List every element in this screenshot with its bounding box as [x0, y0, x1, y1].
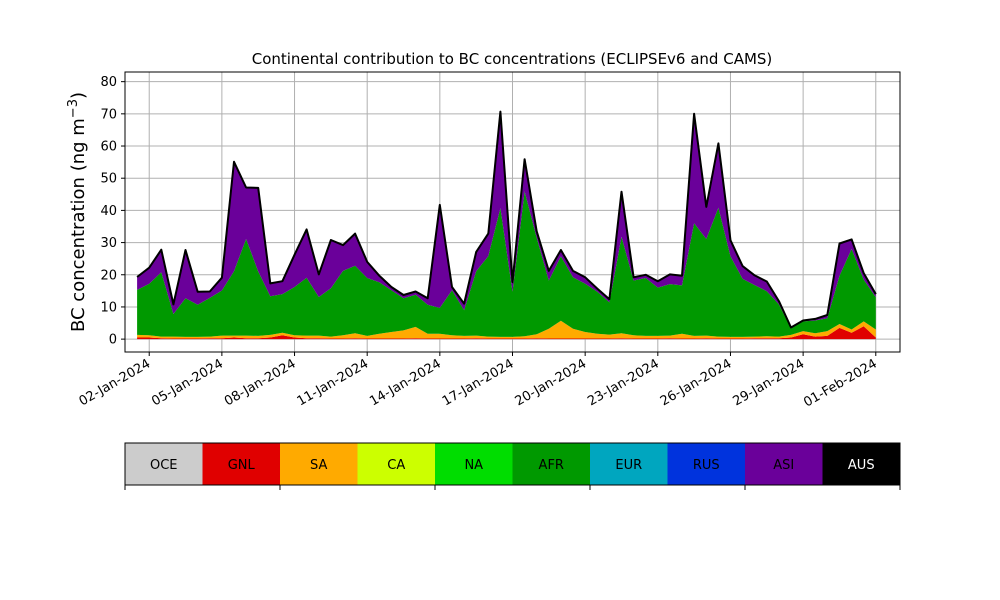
- x-axis-ticks: 02-Jan-202405-Jan-202408-Jan-202411-Jan-…: [77, 352, 880, 410]
- legend-label: SA: [310, 458, 327, 473]
- x-tick-label: 11-Jan-2024: [295, 356, 372, 409]
- legend-swatch-na: [435, 443, 513, 485]
- legend-swatch-asi: [745, 443, 823, 485]
- legend-swatch-afr: [512, 443, 590, 485]
- x-tick-label: 14-Jan-2024: [367, 356, 444, 409]
- y-tick-label: 20: [100, 268, 117, 283]
- legend-label: AUS: [848, 458, 875, 473]
- y-axis-label-exponent: −3: [66, 99, 81, 118]
- chart-title: Continental contribution to BC concentra…: [252, 50, 773, 68]
- x-tick-label: 23-Jan-2024: [585, 356, 662, 409]
- legend-swatch-rus: [667, 443, 745, 485]
- legend-frame: [124, 442, 901, 486]
- legend-label: EUR: [615, 458, 642, 473]
- y-tick-label: 50: [100, 172, 117, 187]
- y-tick-label: 70: [100, 107, 117, 122]
- legend-swatch-aus: [822, 443, 900, 485]
- area-gnl: [137, 326, 876, 340]
- y-axis-label: BC concentration (ng m−3): [66, 92, 89, 332]
- legend-swatch-eur: [590, 443, 668, 485]
- x-tick-label: 02-Jan-2024: [77, 356, 154, 409]
- legend-swatch-oce: [125, 443, 203, 485]
- area-afr: [137, 191, 876, 337]
- legend-swatch-gnl: [202, 443, 280, 485]
- x-tick-label: 20-Jan-2024: [513, 356, 590, 409]
- region-legend: OCE GNL SA CA NA AFR EUR RUS ASI AUS: [124, 442, 901, 490]
- y-tick-label: 10: [100, 300, 117, 315]
- x-tick-label: 08-Jan-2024: [222, 356, 299, 409]
- legend-label: CA: [387, 458, 405, 473]
- legend-label: AFR: [539, 458, 564, 473]
- legend-label: GNL: [228, 458, 256, 473]
- legend-swatch-sa: [280, 443, 358, 485]
- y-axis-ticks: 0 10 20 30 40 50 60 70 80: [100, 75, 125, 348]
- y-tick-label: 0: [109, 333, 117, 348]
- x-tick-label: 01-Feb-2024: [801, 356, 880, 410]
- legend-label: OCE: [150, 458, 178, 473]
- y-axis-label-main: BC concentration (ng m: [68, 118, 89, 332]
- y-tick-label: 40: [100, 204, 117, 219]
- y-tick-label: 80: [100, 75, 117, 90]
- legend-label: RUS: [693, 458, 720, 473]
- legend-label: ASI: [773, 458, 794, 473]
- x-tick-label: 05-Jan-2024: [149, 356, 226, 409]
- legend-swatch-ca: [357, 443, 435, 485]
- y-axis-label-close: ): [68, 92, 89, 99]
- y-tick-label: 30: [100, 236, 117, 251]
- y-tick-label: 60: [100, 140, 117, 155]
- legend-label: NA: [464, 458, 483, 473]
- x-tick-label: 17-Jan-2024: [440, 356, 517, 409]
- total-line-layer: [136, 110, 877, 329]
- area-sa: [137, 320, 876, 339]
- total-line: [136, 110, 877, 329]
- x-tick-label: 26-Jan-2024: [658, 356, 735, 409]
- x-tick-label: 29-Jan-2024: [731, 356, 808, 409]
